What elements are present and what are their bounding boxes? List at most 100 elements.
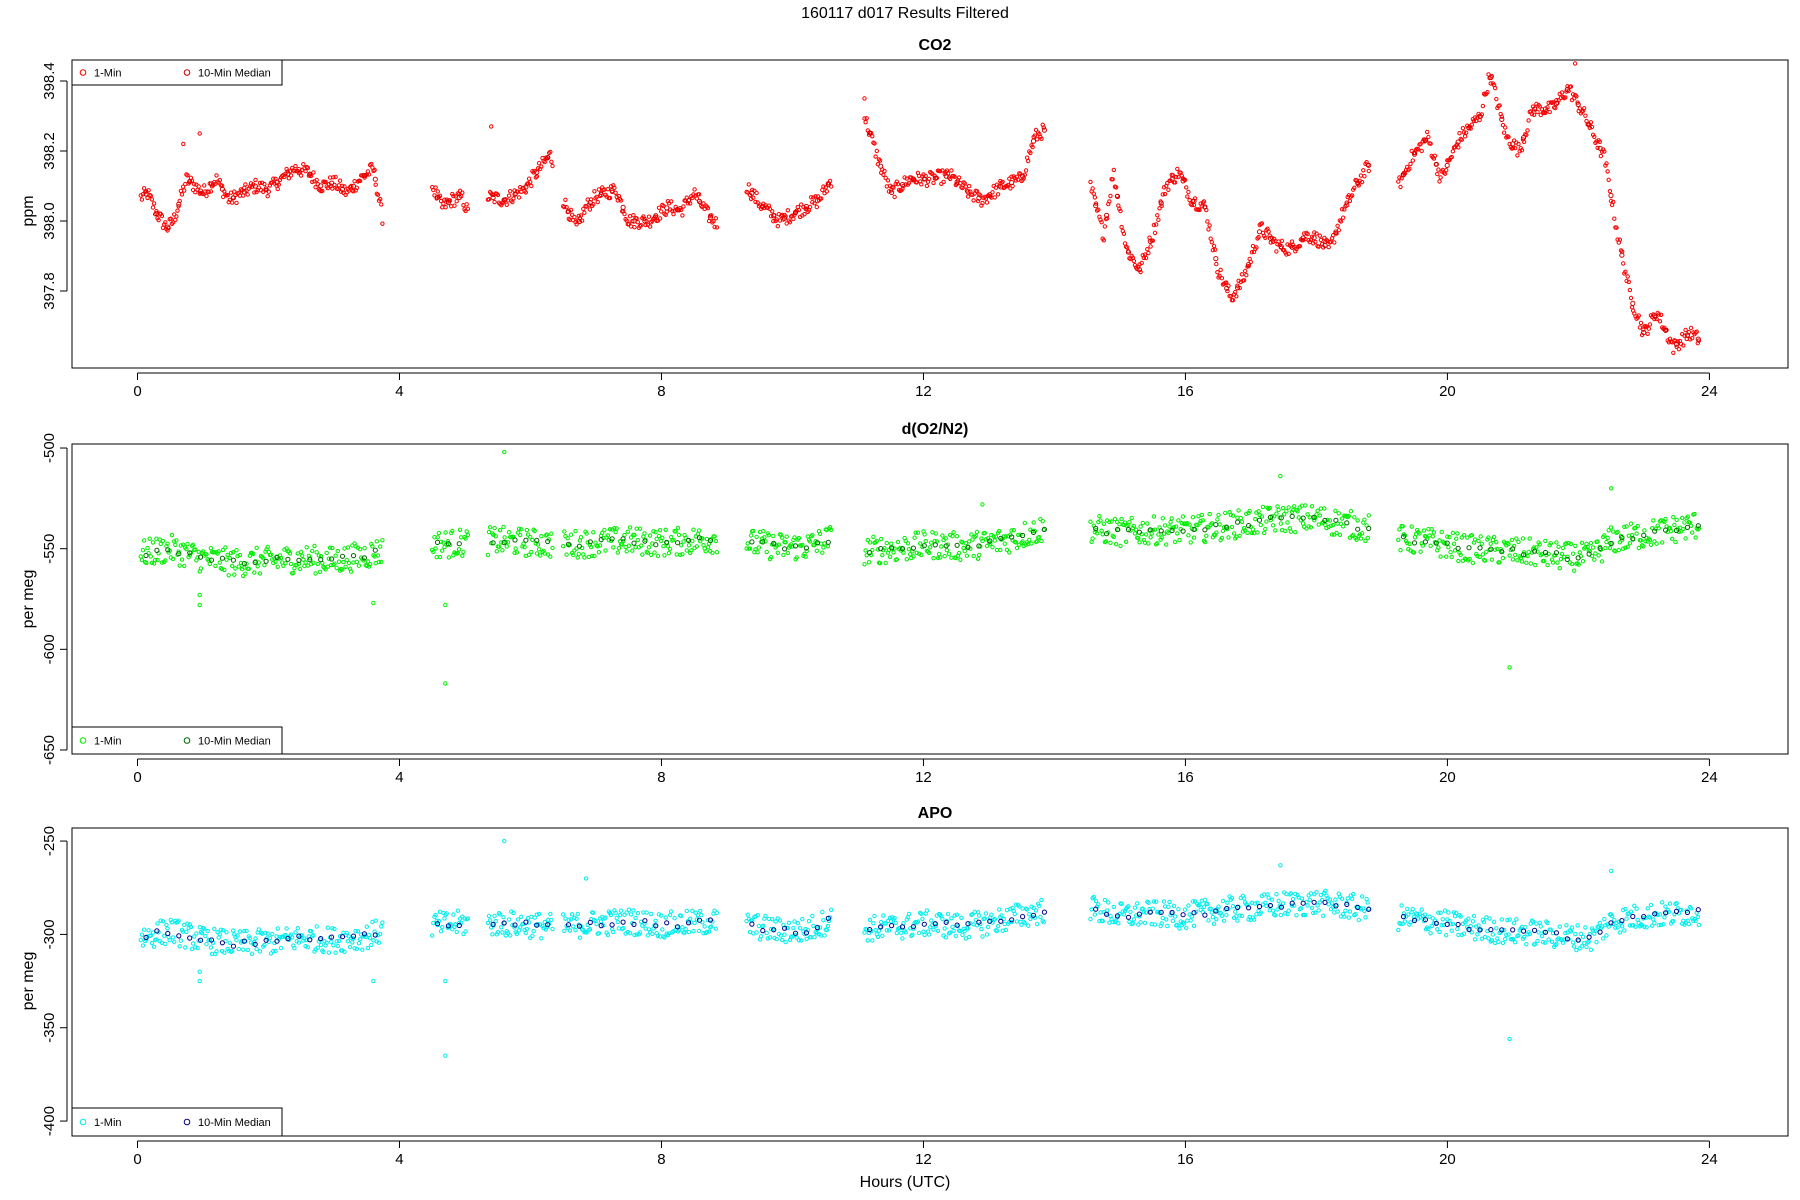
co2-1min-point-96	[245, 192, 250, 197]
o2n2-1min-point-217	[380, 538, 385, 543]
apo-1min-point-600	[944, 918, 950, 924]
apo-1min-point-605	[950, 924, 955, 930]
o2n2-median-point-50	[803, 545, 810, 551]
co2-1min-point-869	[1289, 239, 1295, 244]
o2n2-1min-point-233	[446, 555, 452, 560]
apo-1min-point-475	[773, 919, 778, 924]
o2n2-1min-point-187	[346, 560, 352, 566]
o2n2-1min-point-1130	[1608, 525, 1614, 530]
apo-1min-point-1104	[1579, 944, 1585, 949]
co2-1min-point-102	[252, 190, 257, 195]
apo-1min-point-441	[706, 929, 712, 934]
apo-1min-point-944	[1401, 911, 1407, 916]
apo-1min-point-670	[1022, 921, 1028, 926]
o2n2-1min-point-1083	[1556, 544, 1561, 549]
co2-1min-point-975	[1436, 167, 1441, 172]
apo-1min-point-470	[767, 935, 773, 940]
co2-1min-point-111	[262, 181, 267, 187]
o2n2-median-point-71	[1104, 531, 1110, 537]
o2n2-1min-point-485	[784, 534, 789, 539]
apo-median-point-74	[1136, 911, 1143, 917]
apo-1min-point-42	[185, 921, 190, 926]
apo-1min-point-895	[1318, 892, 1324, 898]
apo-median-point-68	[1030, 912, 1037, 918]
o2n2-1min-point-1143	[1623, 545, 1628, 550]
apo-1min-point-1043	[1511, 920, 1517, 926]
o2n2-1min-point-1020	[1486, 535, 1491, 540]
co2-1min-point-826	[1241, 278, 1247, 283]
co2-median-point-35	[609, 188, 615, 194]
o2n2-1min-point-1140	[1619, 537, 1625, 543]
co2-1min-point-1015	[1480, 103, 1486, 109]
o2n2-1min-point-144	[298, 549, 304, 555]
co2-median-point-12	[274, 180, 280, 186]
o2n2-median-point-65	[998, 535, 1004, 541]
co2-median-point-46	[760, 203, 766, 209]
co2-1min-point-144	[298, 173, 304, 178]
apo-1min-point-793	[1205, 901, 1210, 907]
co2-1min-point-767	[1176, 174, 1181, 180]
o2n2-1min-point-430	[694, 544, 699, 549]
apo-1min-point-534	[871, 921, 876, 926]
co2-1min-point-1061	[1531, 112, 1537, 118]
o2n2-1min-point-584	[926, 550, 932, 556]
co2-1min-point-700	[1101, 238, 1107, 243]
co2-median-point-65	[998, 184, 1004, 190]
apo-median-point-119	[1652, 911, 1658, 917]
co2-1min-point-974	[1435, 171, 1440, 177]
o2n2-median-point-96	[1400, 534, 1407, 540]
co2-1min-point-299	[539, 164, 544, 169]
apo-1min-point-824	[1239, 913, 1245, 919]
o2n2-1min-point-567	[908, 552, 913, 557]
co2-1min-point-657	[1008, 186, 1013, 191]
o2n2-1min-point-800	[1213, 532, 1218, 538]
apo-1min-point-774	[1184, 925, 1189, 931]
apo-1min-point-854	[1273, 913, 1278, 918]
co2-median-point-96	[1400, 172, 1407, 178]
o2n2-1min-point-927	[1354, 537, 1359, 542]
co2-median-point-45	[749, 190, 755, 196]
o2n2-median-point-52	[825, 539, 831, 545]
co2-1min-point-448	[714, 225, 720, 230]
o2n2-1min-point-76	[223, 545, 228, 550]
o2n2-1min-point-975	[1436, 545, 1441, 550]
apo-1min-point-450	[745, 912, 750, 917]
co2-1min-point-130	[283, 171, 288, 176]
o2n2-1min-point-753	[1160, 516, 1166, 521]
co2-1min-point-418	[681, 204, 686, 209]
apo-1min-point-1107	[1583, 925, 1588, 930]
o2n2-1min-point-308	[549, 531, 554, 536]
apo-1min-point-816	[1230, 904, 1236, 909]
apo-1min-point-1099	[1574, 947, 1579, 953]
apo-1min-point-214	[376, 940, 382, 945]
o2n2-median-point-56	[899, 546, 906, 552]
apo-1min-point-270	[506, 917, 512, 922]
co2-median-point-117	[1630, 300, 1636, 306]
co2-median-point-52	[825, 182, 831, 188]
apo-1min-point-1167	[1650, 923, 1655, 928]
apo-1min-point-190	[350, 940, 355, 945]
co2-1min-point-376	[634, 216, 639, 221]
co2-1min-point-800	[1213, 247, 1218, 252]
apo-median-point-36	[620, 919, 626, 925]
apo-1min-point-236	[450, 927, 455, 932]
o2n2-1min-point-908	[1333, 508, 1338, 513]
apo-median-point-64	[987, 918, 993, 924]
apo-1min-point-80	[227, 940, 233, 945]
o2n2-1min-point-70	[216, 549, 221, 554]
o2n2-1min-point-982	[1444, 554, 1449, 559]
co2-median-point-54	[878, 163, 884, 169]
co2-1min-point-1027	[1494, 96, 1499, 102]
apo-1min-point-172	[330, 926, 335, 931]
o2n2-1min-point-200	[361, 558, 366, 563]
co2-1min-point-566	[906, 180, 912, 186]
o2n2-1min-point-123	[275, 564, 280, 569]
o2n2-1min-point-22	[163, 558, 168, 563]
apo-median-point-50	[803, 930, 810, 936]
o2n2-1min-point-895	[1318, 506, 1324, 511]
apo-1min-point-1068	[1539, 933, 1545, 939]
o2n2-1min-point-1114	[1590, 545, 1596, 550]
o2n2-1min-point-1176	[1660, 540, 1665, 545]
apo-1min-point-495	[795, 921, 800, 926]
apo-median-point-0	[143, 934, 149, 941]
